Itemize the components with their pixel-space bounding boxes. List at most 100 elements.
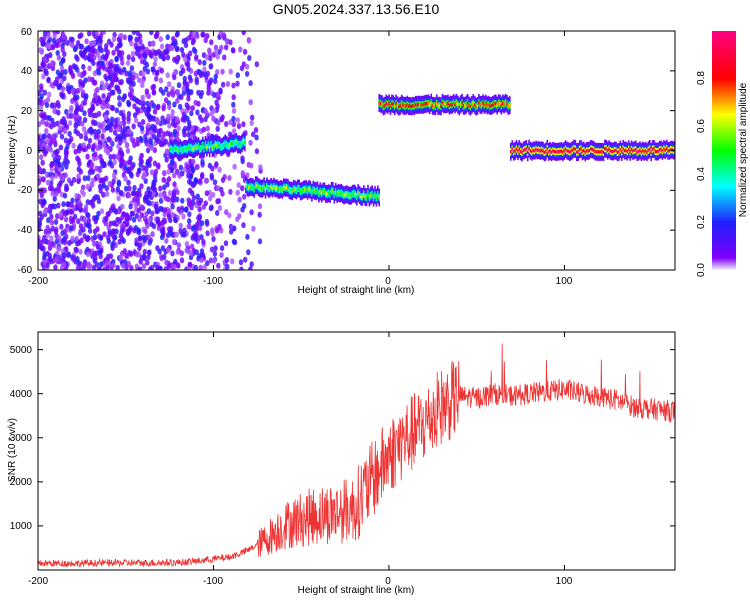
spectrogram-cell [151,126,157,133]
spectrogram-cell [227,212,232,219]
spectrogram-cell [452,101,455,105]
spectrogram-cell [297,186,299,191]
spectrogram-cell [104,191,110,197]
spectrogram-cell [221,32,227,39]
spectrogram-cell [127,70,133,77]
spectrogram-cell [292,187,295,191]
spectrogram-cell [357,191,359,195]
spectrogram-cell [301,189,303,193]
spectrogram-cell [375,196,378,200]
spectrogram-cell [146,249,152,256]
spectrogram-cell [135,45,140,52]
spectrogram-cell [178,70,184,77]
spectrogram-cell [122,133,127,140]
spectrogram-cell [294,187,296,191]
spectrogram-cell [455,101,458,105]
spectrogram-cell [429,103,431,107]
spectrogram-cell [130,56,136,63]
spectrogram-cell [440,104,442,108]
spectrogram-cell [370,194,372,198]
spectrogram-cell [61,201,66,208]
spectrogram-cell [108,220,113,227]
spectrogram-cell [155,208,160,215]
spectrogram-cell [42,254,47,261]
spectrogram-cell [124,252,129,259]
colorbar-tick-label: 0.4 [696,167,707,181]
spectrogram-cell [231,101,236,108]
spectrogram-cell [423,102,425,106]
spectrogram-cell [379,102,382,106]
spectrogram-cell [220,177,226,183]
spectrogram-cell [119,157,125,164]
spectrogram-cell [213,245,218,252]
spectrogram-cell [124,142,130,148]
spectrogram-cell [609,149,612,153]
spectrogram-cell [151,103,157,109]
spectrogram-cell [142,53,148,60]
spectrogram-cell [590,147,592,151]
spectrogram-cell [164,86,169,93]
spectrogram-cell [114,45,120,52]
spectrogram-cell [170,45,175,52]
spectrogram-cell [96,173,101,180]
spectrogram-cell [139,153,144,160]
spectrogram-cell [658,148,661,152]
spectrogram-cell [173,40,178,47]
spectrogram-cell [235,72,240,79]
spectrogram-cell [134,251,140,258]
spectrogram-cell [66,201,72,208]
spectrogram-cell [38,121,42,128]
spectrogram-cell [214,227,220,234]
spectrogram-cell [632,149,634,153]
spectrogram-cell [123,185,129,192]
spectrogram-cell [646,150,648,154]
spectrogram-cell [169,160,175,167]
spectrogram-cell [83,207,89,214]
spectrogram-cell [53,228,59,235]
spectrogram-cell [201,238,206,245]
spectrogram-cell [364,195,366,199]
spectrogram-cell [39,214,44,221]
spectrogram-cell [228,144,231,148]
spectrogram-cell [248,99,253,106]
spectrogram-cell [49,162,54,169]
spectrogram-cell [124,264,129,270]
spectrogram-cell [601,150,603,154]
spectrogram-cell [327,191,330,195]
spectrogram-cell [485,102,487,106]
spectrogram-cell [142,236,147,243]
spectrogram-cell [218,143,221,147]
spectrogram-cell [62,128,68,135]
spectrogram-cell [185,81,190,88]
spectrogram-cell [47,115,52,122]
spectrogram-cell [159,67,164,74]
spectrogram-cell [630,147,633,152]
spectrogram-cell [306,189,309,193]
spectrogram-cell [113,123,118,130]
spectrogram-cell [595,150,598,154]
spectrogram-cell [57,245,62,252]
spectrogram-cell [437,104,439,108]
bottom-ytick-label: 1000 [10,521,33,532]
spectrogram-cell [215,103,220,110]
spectrogram-cell [89,57,95,64]
spectrogram-cell [305,187,307,191]
spectrogram-cell [137,191,142,198]
spectrogram-cell [361,195,364,199]
spectrogram-cell [98,177,103,184]
spectrogram-cell [163,97,169,104]
spectrogram-cell [71,112,76,119]
spectrogram-cell [84,38,89,45]
spectrogram-cell [145,49,150,56]
spectrogram-cell [212,257,217,264]
spectrogram-cell [663,147,665,151]
spectrogram-cell [40,118,45,125]
spectrogram-cell [105,66,110,73]
spectrogram-cell [150,210,155,217]
spectrogram-cell [187,261,193,268]
bottom-ytick-label: 5000 [10,345,33,356]
spectrogram-cell [495,102,497,106]
spectrogram-cell [625,148,627,152]
spectrogram-cell [145,129,150,136]
